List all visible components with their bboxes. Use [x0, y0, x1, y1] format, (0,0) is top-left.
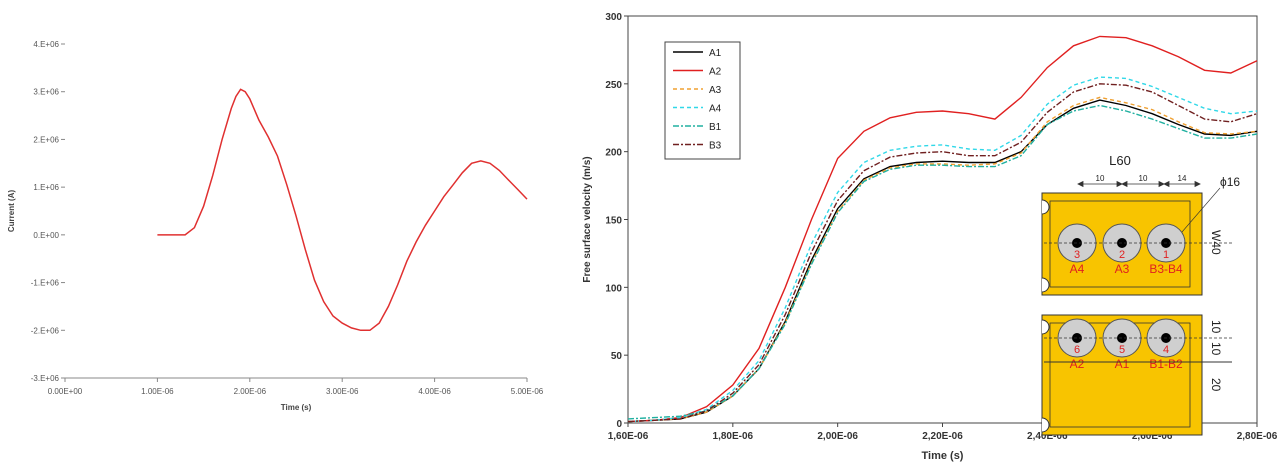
dim-right-lower: 20	[1209, 378, 1223, 392]
legend: A1 A2 A3 A4 B1 B3	[664, 41, 741, 160]
x-tick-label: 2,40E-06	[1027, 431, 1068, 442]
series-line-b1	[627, 104, 1258, 420]
x-tick-label: 3.00E-06	[326, 387, 359, 396]
x-tick-label: 5.00E-06	[511, 387, 544, 396]
dim-spacing-1: 10	[1096, 174, 1105, 183]
hole-number: 5	[1119, 344, 1125, 356]
y-tick-label: 150	[605, 216, 622, 227]
legend-label: B3	[709, 141, 722, 152]
y-tick-label: 50	[611, 351, 623, 362]
series-line-a3	[627, 96, 1258, 423]
hole-number: 2	[1119, 249, 1125, 261]
legend-label: A2	[709, 67, 722, 78]
y-tick-label: 100	[605, 283, 622, 294]
legend-label: A1	[709, 48, 722, 59]
x-tick-label: 1.00E-06	[141, 387, 174, 396]
y-tick-label: 300	[605, 12, 622, 23]
label-diameter: ϕ16	[1220, 175, 1240, 189]
x-tick-label: 0.00E+00	[48, 387, 83, 396]
top-plate-notch	[1041, 199, 1050, 293]
probe-label: A1	[1115, 357, 1130, 371]
hole-number: 1	[1163, 249, 1169, 261]
probe-label: B3-B4	[1149, 262, 1183, 276]
legend-label: A3	[709, 85, 722, 96]
x-tick-label: 2,80E-06	[1237, 431, 1278, 442]
probe-label: A3	[1115, 262, 1130, 276]
y-tick-label: 1.E+06	[33, 183, 59, 192]
y-axis-label: Current (A)	[7, 190, 16, 233]
x-axis-label: Time (s)	[922, 450, 964, 462]
dim-right-upper: 10	[1209, 320, 1223, 334]
hole-number: 6	[1074, 344, 1080, 356]
x-tick-label: 2,20E-06	[922, 431, 963, 442]
x-tick-label: 2,60E-06	[1132, 431, 1173, 442]
y-tick-label: -2.E+06	[31, 326, 60, 335]
legend-label: B1	[709, 122, 722, 133]
dim-spacing-3: 14	[1178, 174, 1187, 183]
dimension-arrows	[1077, 180, 1221, 233]
y-tick-label: 3.E+06	[33, 88, 59, 97]
velocity-chart: 1,60E-06 1,80E-06 2,00E-06 2,20E-06 2,40E-06…	[582, 12, 1278, 462]
y-tick-label: 4.E+06	[33, 40, 59, 49]
x-tick-label: 2,00E-06	[817, 431, 858, 442]
current-chart: 0.00E+00 1.00E-06 2.00E-06 3.00E-06 4.00E-06…	[7, 40, 544, 412]
hole-number: 4	[1163, 344, 1169, 356]
label-width: W40	[1209, 230, 1223, 255]
x-tick-label: 4.00E-06	[418, 387, 451, 396]
current-series-line	[157, 88, 528, 332]
hole-number: 3	[1074, 249, 1080, 261]
probe-label: B1-B2	[1149, 357, 1183, 371]
probe-label: A2	[1070, 357, 1085, 371]
legend-label: A4	[709, 104, 722, 115]
series-line-b3	[627, 83, 1258, 423]
series-line-a4	[627, 76, 1258, 423]
y-tick-label: 0.E+00	[33, 231, 59, 240]
y-tick-label: 2.E+06	[33, 135, 59, 144]
y-tick-label: -3.E+06	[31, 374, 60, 383]
x-axis-label: Time (s)	[281, 403, 312, 412]
y-tick-label: 200	[605, 148, 622, 159]
x-tick-label: 1,60E-06	[608, 431, 649, 442]
top-plate-inner	[1049, 200, 1191, 288]
probe-label: A4	[1070, 262, 1085, 276]
y-axis-label: Free surface velocity (m/s)	[582, 156, 593, 282]
label-length: L60	[1109, 153, 1131, 168]
y-tick-label: 0	[616, 419, 622, 430]
x-tick-label: 2.00E-06	[234, 387, 267, 396]
y-tick-label: 250	[605, 80, 622, 91]
dim-spacing-2: 10	[1139, 174, 1148, 183]
series-line-a2	[627, 35, 1258, 423]
legend-box	[664, 41, 741, 160]
y-tick-label: -1.E+06	[31, 279, 60, 288]
x-tick-label: 1,80E-06	[713, 431, 754, 442]
bottom-plate-notch	[1041, 319, 1050, 433]
dim-right-upper-2: 10	[1209, 342, 1223, 356]
